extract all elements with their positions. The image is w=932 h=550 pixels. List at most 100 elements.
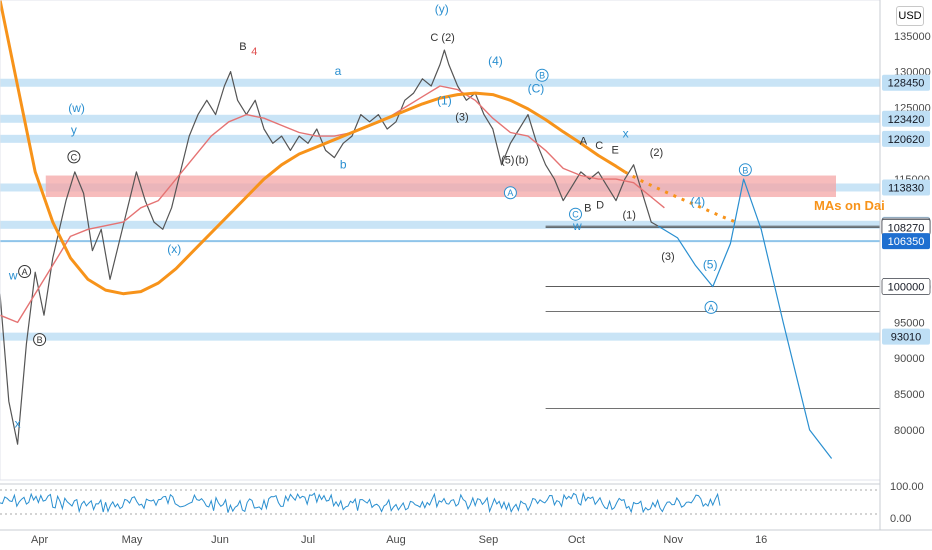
x-tick-label: Nov	[663, 534, 683, 546]
wave-label: B	[239, 41, 246, 53]
wave-circle	[738, 163, 752, 177]
wave-label: (4)	[488, 54, 503, 68]
price-badge: 113830	[882, 179, 930, 196]
x-tick-label: Apr	[31, 534, 48, 546]
wave-label: (b)	[515, 154, 528, 166]
price-badge: 93010	[882, 328, 930, 345]
wave-label: C	[595, 140, 603, 152]
circled-wave-label: A	[704, 300, 718, 314]
wave-circle-text: A	[22, 267, 28, 277]
wave-circle	[704, 300, 718, 314]
price-badge-text: 100000	[888, 282, 925, 294]
wave-circle-text: B	[539, 71, 545, 81]
wave-label: (1)	[622, 210, 635, 222]
level-band	[0, 78, 880, 87]
level-band	[0, 220, 880, 229]
wave-circle-text: C	[572, 210, 579, 220]
price-badge-box	[882, 110, 930, 127]
circled-wave-label: A	[18, 265, 32, 279]
price-badge-box	[882, 328, 930, 345]
price-badge-text: 128450	[888, 78, 925, 90]
wave-label: a	[335, 64, 342, 78]
x-tick-label: Oct	[568, 534, 585, 546]
ma-slow-line	[0, 0, 626, 296]
y-tick-label: 85000	[894, 389, 925, 401]
circled-wave-label: C	[569, 207, 583, 221]
price-badge-text: 108270	[888, 222, 925, 234]
price-badge-box	[882, 179, 930, 196]
wave-label: b	[340, 157, 347, 171]
price-badge-text: 113830	[888, 182, 924, 194]
x-tick-label: Jun	[211, 534, 229, 546]
price-badge-text: 120620	[888, 134, 925, 146]
price-badge-box	[882, 233, 930, 250]
x-tick-label: 16	[755, 534, 767, 546]
y-tick-label: 80000	[894, 425, 925, 437]
wave-label: (x)	[167, 242, 181, 256]
wave-circle	[535, 68, 549, 82]
wave-label: D	[596, 199, 604, 211]
wave-label: A	[580, 136, 588, 148]
wave-label: (5)	[703, 258, 718, 272]
circled-wave-label: A	[503, 186, 517, 200]
x-tick-label: Jul	[301, 534, 315, 546]
wave-circle	[33, 333, 47, 347]
y-tick-label: 90000	[894, 353, 925, 365]
wave-label: B	[584, 202, 591, 214]
wave-circle	[569, 207, 583, 221]
ma-annotation: MAs on Dai	[814, 197, 885, 215]
wave-label: (y)	[435, 2, 449, 16]
rsi-line	[0, 491, 721, 514]
price-badge: 128450	[882, 74, 930, 91]
ma-fast-line	[0, 85, 665, 324]
circled-wave-label: B	[33, 333, 47, 347]
wave-label: y	[71, 123, 77, 137]
price-series	[0, 0, 833, 459]
price-badge: 100000	[881, 278, 931, 295]
wave-circle-text: A	[507, 188, 513, 198]
wave-label: w	[572, 219, 582, 233]
wave-circle	[18, 265, 32, 279]
circled-wave-label: B	[738, 163, 752, 177]
wave-label: w	[8, 268, 18, 282]
wave-label: (2)	[650, 147, 663, 159]
wave-projection-line	[657, 178, 833, 459]
wave-circle-text: A	[708, 303, 714, 313]
x-tick-label: Aug	[386, 534, 406, 546]
level-band	[0, 134, 880, 143]
price-badge-box	[882, 74, 930, 91]
price-badge-text: 123420	[888, 114, 925, 126]
x-axis: Apr May Jun Jul Aug Sep Oct Nov 16	[0, 529, 932, 546]
rsi-pane: 100.00 0.00	[0, 481, 924, 525]
ma-annotation-text: MAs on Dai	[814, 198, 885, 213]
price-badge: 123420	[882, 110, 930, 127]
wave-circle-text: B	[742, 165, 748, 175]
wave-circle	[67, 150, 81, 164]
wave-label: 4	[251, 46, 257, 58]
wave-label: x	[623, 127, 629, 141]
wave-label: (5)	[501, 154, 514, 166]
circled-wave-label: B	[535, 68, 549, 82]
wave-label: (3)	[455, 111, 468, 123]
level-band	[0, 332, 880, 341]
price-line	[0, 49, 659, 445]
price-badge: 106350	[882, 233, 930, 250]
level-band	[0, 114, 880, 123]
wave-label: (C)	[528, 81, 545, 95]
rsi-tick-label: 0.00	[890, 513, 911, 525]
wave-label: C (2)	[430, 32, 454, 44]
price-badge-text: 93010	[891, 332, 922, 344]
rsi-tick-label: 100.00	[890, 481, 924, 493]
y-tick-label: 135000	[894, 31, 931, 43]
price-badge: 120620	[882, 130, 930, 147]
currency-selector[interactable]: USD	[896, 6, 924, 26]
x-tick-label: Sep	[479, 534, 499, 546]
wave-circle-text: B	[37, 335, 43, 345]
y-axis: 1350001300001250001150001000009500090000…	[0, 0, 931, 530]
price-badge-text: 106350	[888, 236, 925, 248]
wave-label: (w)	[68, 101, 85, 115]
wave-label: (3)	[661, 251, 674, 263]
